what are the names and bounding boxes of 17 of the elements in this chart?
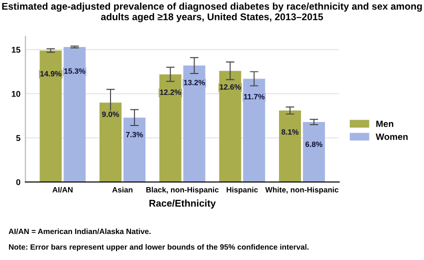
- y-tick-label: 15: [12, 46, 20, 53]
- chart-title: Estimated age-adjusted prevalence of diagnosed diabetes by race/ethnicity and sex among adults aged ≥18 years, United States, 2013–2015: [2, 2, 422, 22]
- y-tick-label: 10: [12, 90, 20, 97]
- legend-label: Men: [376, 120, 394, 127]
- bar: [278, 110, 302, 182]
- bar: [123, 118, 146, 182]
- bar: [100, 102, 122, 182]
- bar: [159, 74, 182, 182]
- bar: [40, 50, 62, 182]
- x-axis-title: Race/Ethnicity: [149, 200, 216, 209]
- y-tick-label: 0: [16, 179, 20, 186]
- legend-label: Women: [376, 134, 408, 140]
- bar: [219, 70, 242, 182]
- bar: [64, 46, 86, 182]
- bar: [183, 66, 206, 182]
- y-tick-label: 5: [16, 135, 20, 141]
- bar: [243, 78, 266, 182]
